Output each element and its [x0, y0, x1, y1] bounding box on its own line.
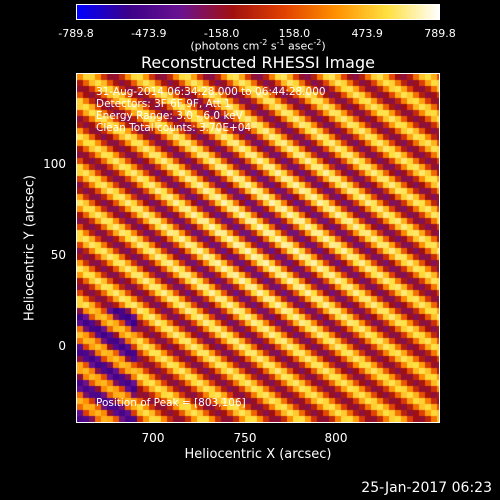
colorbar-tick: 473.9	[351, 27, 383, 40]
x-tick-label: 750	[233, 431, 257, 445]
x-axis-label: Heliocentric X (arcsec)	[184, 447, 332, 462]
colorbar-tick: -473.9	[131, 27, 167, 40]
plot-frame	[76, 73, 440, 423]
detectors-label: Detectors: 3F 6F 9F, Att 1	[96, 98, 231, 110]
x-tick-label: 700	[141, 431, 165, 445]
colorbar-tick: -158.0	[203, 27, 240, 40]
time-range-label: 31-Aug-2014 06:34:28.000 to 06:44:28.000	[96, 86, 326, 98]
colorbar-units: (photons cm-2 s-1 asec-2)	[190, 38, 326, 53]
rhessi-heatmap	[77, 74, 439, 422]
x-tick-label: 800	[324, 431, 348, 445]
y-tick-label: 50	[50, 248, 66, 262]
y-tick-label: 0	[58, 339, 66, 353]
colorbar-tick: -789.8	[58, 27, 94, 40]
total-counts-label: Clean Total counts: 3.70E+04	[96, 122, 252, 134]
colorbar-tick: 158.0	[278, 27, 311, 40]
y-axis-label: Heliocentric Y (arcsec)	[22, 175, 38, 321]
peak-position-label: Position of Peak = [803,106]	[96, 397, 246, 409]
chart-title: Reconstructed RHESSI Image	[141, 53, 375, 72]
y-tick-label: 100	[43, 157, 66, 171]
timestamp: 25-Jan-2017 06:23	[361, 480, 492, 496]
colorbar	[76, 4, 440, 20]
energy-range-label: Energy Range: 3.0 - 6.0 keV	[96, 110, 243, 122]
colorbar-tick: 789.8	[424, 27, 456, 40]
